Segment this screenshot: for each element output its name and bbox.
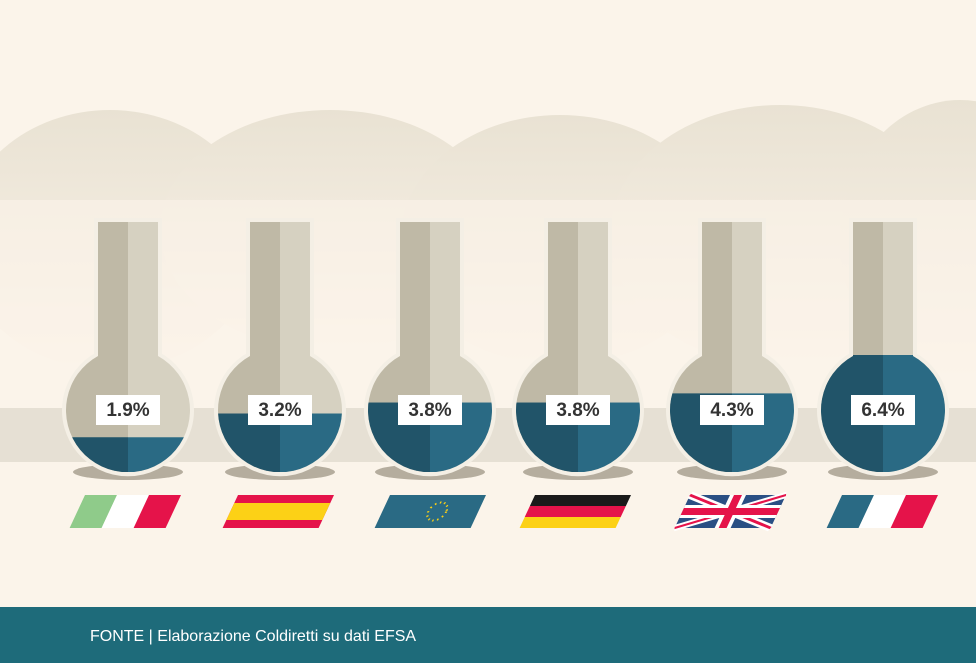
footer-bar (0, 607, 976, 663)
flags (69, 491, 938, 532)
value-label: 1.9% (106, 400, 149, 421)
flag-uk (674, 491, 787, 532)
label-box (851, 395, 915, 425)
flag-italy (69, 495, 181, 528)
label-box (96, 395, 160, 425)
value-label: 3.2% (258, 400, 301, 421)
source-note: FONTE | Elaborazione Coldiretti su dati … (90, 628, 416, 645)
label-box (248, 395, 312, 425)
value-label: 3.8% (408, 400, 451, 421)
flag-france (826, 495, 938, 528)
hills (0, 100, 976, 410)
value-label: 4.3% (710, 400, 753, 421)
label-box (546, 395, 610, 425)
flag-germany (519, 495, 631, 528)
label-box (398, 395, 462, 425)
value-label: 3.8% (556, 400, 599, 421)
flag-spain (222, 495, 334, 528)
flag-eu (374, 495, 486, 528)
value-label: 6.4% (861, 400, 904, 421)
label-box (700, 395, 764, 425)
